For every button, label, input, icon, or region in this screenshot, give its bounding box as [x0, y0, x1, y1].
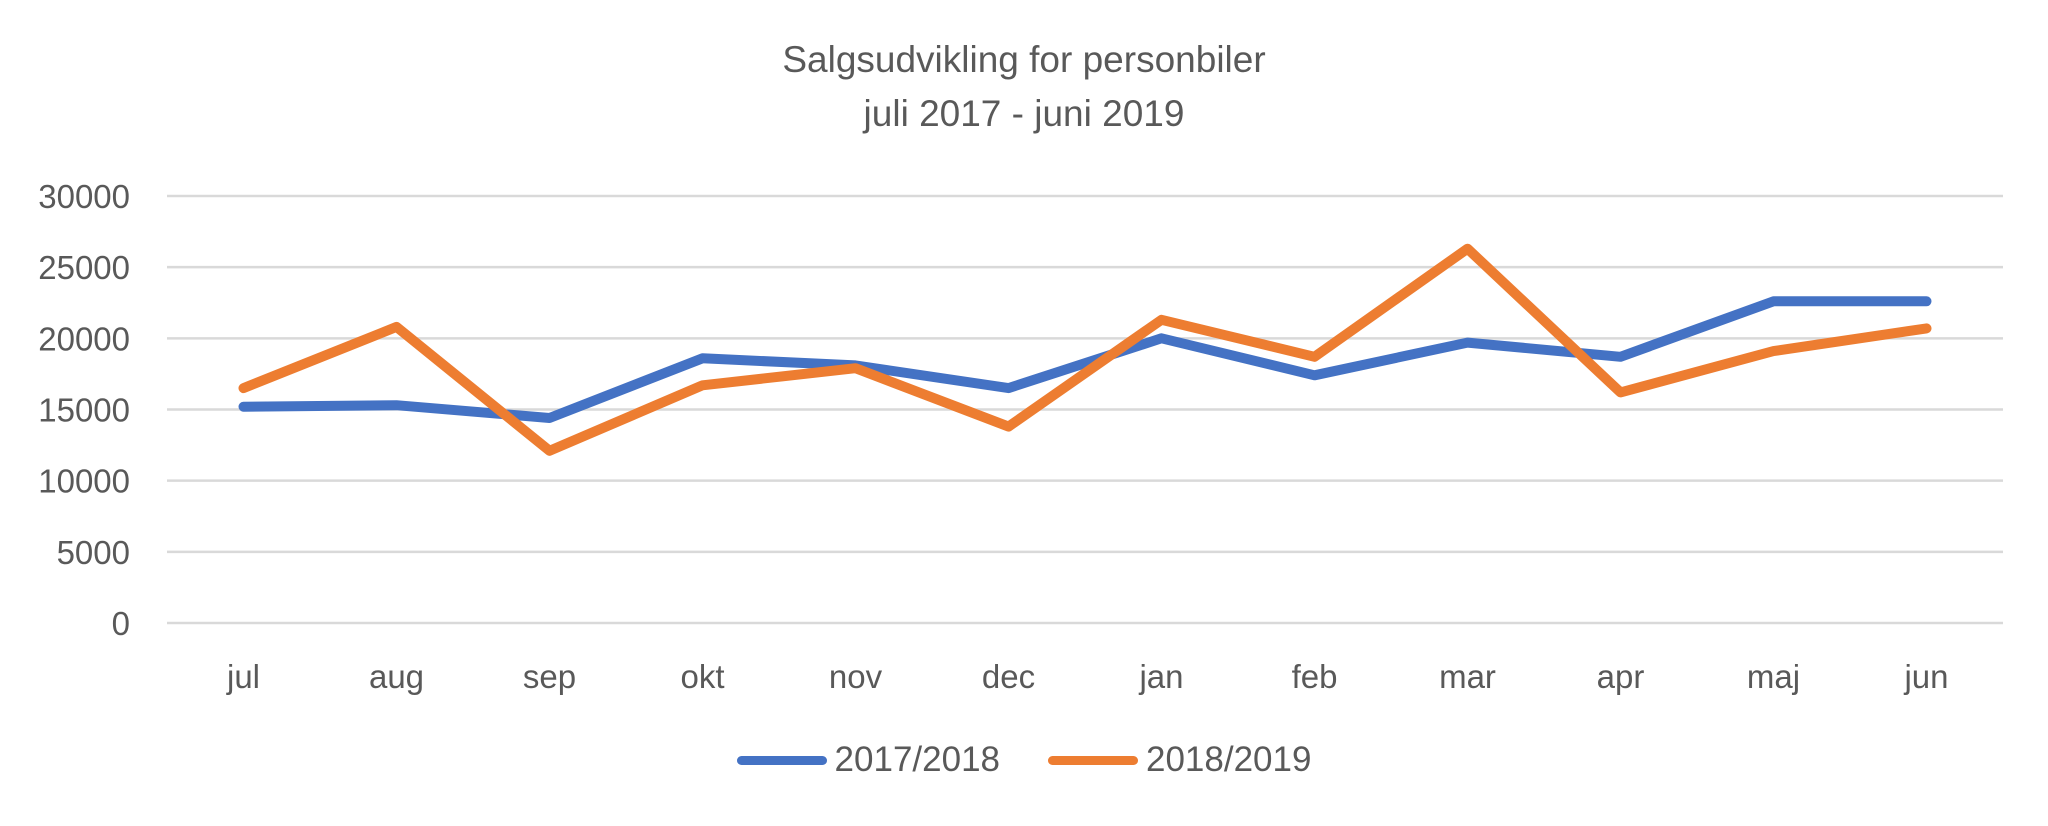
- legend-swatch-2017-2018: [736, 755, 827, 765]
- legend-swatch-2018-2019: [1048, 755, 1138, 765]
- x-tick-label-jan: jan: [1138, 658, 1183, 695]
- y-tick-label: 5000: [57, 534, 130, 571]
- y-tick-label: 10000: [38, 463, 130, 500]
- x-tick-label-maj: maj: [1747, 658, 1800, 695]
- chart-title-line-2: juli 2017 - juni 2019: [863, 93, 1185, 134]
- x-tick-label-nov: nov: [829, 658, 883, 695]
- series-line-2017-2018: [238, 296, 1932, 423]
- y-tick-label: 15000: [38, 392, 130, 429]
- series-layer: [238, 243, 1932, 456]
- legend-label-2018-2019: 2018/2019: [1146, 740, 1312, 779]
- x-tick-label-okt: okt: [680, 658, 724, 695]
- x-tick-label-mar: mar: [1439, 658, 1496, 695]
- x-tick-label-jun: jun: [1903, 658, 1948, 695]
- chart-title-line-1: Salgsudvikling for personbiler: [782, 39, 1266, 80]
- y-tick-label: 0: [112, 605, 130, 642]
- x-tick-label-apr: apr: [1597, 658, 1645, 695]
- x-tick-label-sep: sep: [523, 658, 576, 695]
- legend-item-2017-2018: 2017/2018: [736, 740, 1000, 780]
- legend-item-2018-2019: 2018/2019: [1048, 740, 1311, 780]
- legend-label-2017-2018: 2017/2018: [834, 740, 1000, 779]
- grid-layer: [167, 194, 2003, 625]
- series-line-2018-2019: [238, 243, 1932, 456]
- x-tick-label-aug: aug: [369, 658, 424, 695]
- y-tick-label: 25000: [38, 249, 130, 286]
- x-axis: jul aug sep okt nov dec jan feb mar apr maj jun: [226, 658, 1949, 695]
- y-tick-label: 20000: [38, 320, 130, 357]
- x-tick-label-dec: dec: [982, 658, 1035, 695]
- chart-legend: 2017/2018 2018/2019: [0, 740, 2048, 780]
- x-tick-label-jul: jul: [226, 658, 260, 695]
- y-axis: 0 5000 10000 15000 20000 25000 30000: [38, 178, 130, 642]
- y-tick-label: 30000: [38, 178, 130, 215]
- x-tick-label-feb: feb: [1292, 658, 1338, 695]
